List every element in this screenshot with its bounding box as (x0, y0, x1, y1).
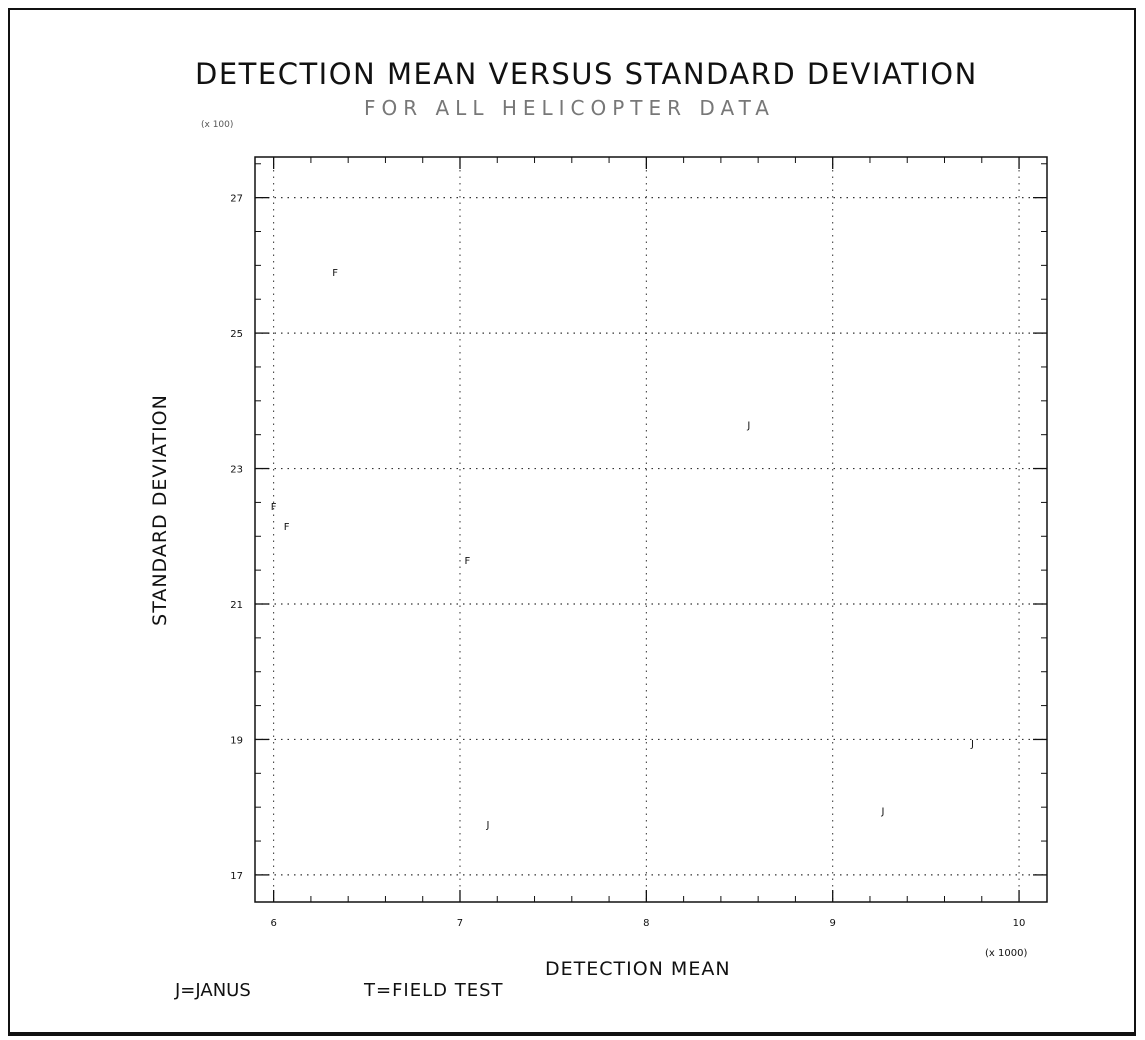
y-axis-label: STANDARD DEVIATION (149, 394, 171, 626)
data-point-f: F (332, 268, 338, 279)
y-tick-label: 21 (230, 600, 243, 611)
axis-ticks (255, 157, 1047, 902)
x-tick-label: 9 (830, 918, 836, 929)
x-axis-label: DETECTION MEAN (545, 958, 731, 980)
data-point-j: J (485, 820, 489, 831)
x-tick-label: 8 (643, 918, 649, 929)
x-axis-multiplier: (x 1000) (985, 948, 1028, 959)
plot-area-border (254, 156, 1048, 903)
data-point-j: J (970, 739, 974, 750)
grid-lines (255, 157, 1047, 902)
data-point-f: F (284, 522, 290, 533)
chart-subtitle: FOR ALL HELICOPTER DATA (364, 96, 775, 120)
y-tick-label: 23 (230, 465, 243, 476)
data-point-j: J (746, 421, 750, 432)
x-tick-label: 7 (457, 918, 463, 929)
chart-title: DETECTION MEAN VERSUS STANDARD DEVIATION (195, 57, 978, 91)
y-tick-label: 27 (230, 194, 243, 205)
x-tick-label: 10 (1013, 918, 1026, 929)
y-tick-label: 25 (230, 329, 243, 340)
data-point-j: J (881, 807, 885, 818)
data-point-f: F (465, 556, 471, 567)
y-axis-multiplier: (x 100) (201, 120, 234, 130)
legend-field-test: T=FIELD TEST (364, 980, 504, 1001)
y-tick-label: 19 (230, 735, 243, 746)
page-bottom-rule (8, 1033, 1136, 1036)
x-tick-label: 6 (270, 918, 276, 929)
tick-labels: 6 7 8 9 10 17 19 21 23 25 27 (230, 194, 1025, 929)
data-point-f: F (271, 502, 277, 513)
y-tick-label: 17 (230, 871, 243, 882)
legend-janus: J=JANUS (175, 980, 251, 1001)
